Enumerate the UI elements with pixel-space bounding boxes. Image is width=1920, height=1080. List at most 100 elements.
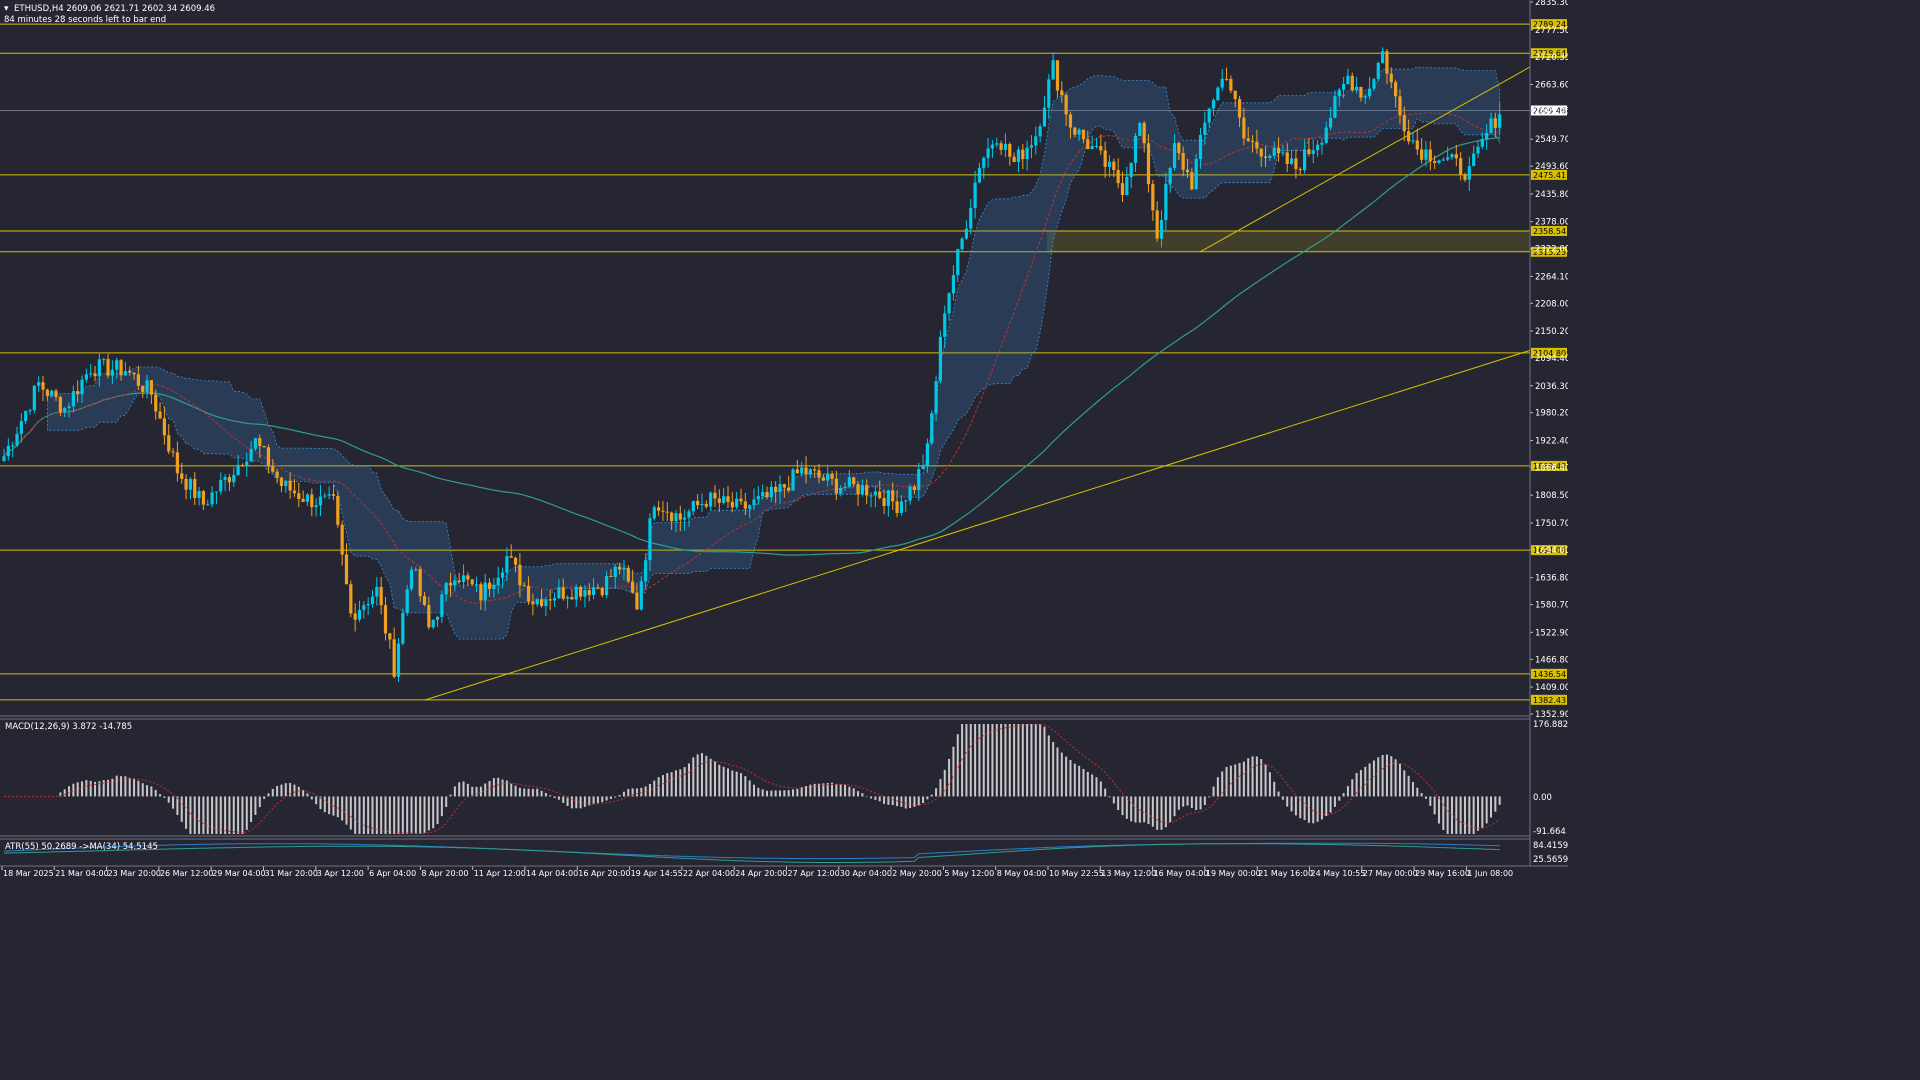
level-label: 2789.24 [1533,20,1566,29]
candle-body [210,492,214,505]
candle-body [1029,145,1034,148]
candle-body [219,479,223,492]
candle-body [1146,143,1151,185]
time-tick-label: 21 Mar 04:00 [55,869,108,878]
level-label: 2475.41 [1533,171,1566,180]
candle-body [54,390,58,397]
atr-label: ATR(55) 50.2689 ->MA(34) 54.5145 [5,842,158,852]
candle-body [444,582,448,595]
candle-body [670,512,674,522]
candle-body [314,505,318,508]
candle-body [1337,89,1341,97]
candle-body [726,496,730,502]
candle-body [856,484,860,495]
candle-body [748,505,752,509]
candle-body [461,575,466,582]
candle-body [1012,156,1016,163]
candle-body [1428,149,1432,162]
time-tick-label: 16 Apr 20:00 [578,869,630,878]
candle-body [709,492,713,507]
current-price-box [1531,105,1567,116]
candle-body [1107,161,1112,167]
header-triangle[interactable]: ▾ [4,4,9,14]
candle-body [470,579,474,585]
candle-body [336,495,340,525]
candle-body [1042,107,1047,127]
price-tick-label: 1580.70 [1535,601,1568,611]
candle-body [1289,158,1294,165]
candle-body [1255,141,1259,149]
candle-body [1008,143,1012,157]
candle-body [379,586,383,606]
candle-body [184,478,188,490]
time-tick-label: 19 Apr 14:55 [631,869,683,878]
candle-body [76,391,80,395]
time-tick-label: 27 May 00:00 [1363,869,1418,878]
trading-chart-window: 2789.24 2728.64 2475.41 2358.54 2315.25 2104.… [0,0,1568,882]
price-tick-label: 1409.00 [1535,683,1568,693]
candle-body [123,371,127,376]
candle-body [357,609,362,620]
candle-body [778,484,782,492]
price-tick-label: 1694.60 [1535,546,1568,556]
price-tick-label: 2435.80 [1535,190,1568,200]
price-tick-label: 2322.00 [1535,245,1568,255]
candle-body [700,503,704,506]
candle-body [622,567,626,570]
candle-body [1194,159,1198,190]
candle-body [821,477,825,481]
candle-body [830,473,834,479]
time-tick-label: 22 Apr 04:00 [683,869,735,878]
time-tick-label: 18 Mar 2025 [3,869,54,878]
candle-body [522,585,526,587]
candle-body [535,599,539,605]
candle-body [505,556,509,573]
candle-body [1450,154,1454,158]
candle-body [188,479,193,490]
candle-body [110,369,114,376]
candle-body [1025,147,1029,160]
candle-body [318,496,323,506]
candle-body [1246,138,1250,141]
candle-body [882,498,886,507]
candle-body [1164,183,1168,221]
candle-body [652,507,656,519]
candle-body [24,410,28,422]
candle-body [934,381,938,414]
main-price-chart[interactable]: 2789.24 2728.64 2475.41 2358.54 2315.25 2104.… [0,0,1568,882]
level-label: 1869.40 [1533,462,1566,471]
level-label-box [1531,19,1567,30]
candle-body [1172,143,1177,168]
candle-body [331,494,336,496]
candle-body [631,581,635,593]
candle-body [201,491,206,505]
candle-body [513,557,518,565]
candle-body [852,477,856,485]
candle-body [297,493,301,499]
candle-body [973,182,977,208]
candle-body [97,359,101,377]
candle-body [739,498,743,502]
candle-body [1060,90,1064,96]
price-tick-label: 2036.30 [1535,382,1568,392]
candle-body [1116,170,1120,184]
candle-body [1177,143,1181,154]
candle-body [1368,88,1372,97]
candle-body [860,485,864,495]
candle-body [492,584,496,589]
candle-body [518,564,522,586]
candle-body [895,501,899,513]
candle-body [1276,147,1281,154]
candle-body [574,586,578,600]
time-tick-label: 5 May 12:00 [944,869,994,878]
candle-body [1398,96,1402,116]
candle-body [752,499,756,506]
candle-body [50,390,54,397]
time-tick-label: 21 May 16:00 [1258,869,1313,878]
candle-body [969,207,973,229]
candle-body [839,487,843,494]
candle-body [1311,150,1315,155]
candle-body [578,586,583,597]
level-label: 2728.64 [1533,49,1566,58]
candle-body [1220,78,1224,88]
